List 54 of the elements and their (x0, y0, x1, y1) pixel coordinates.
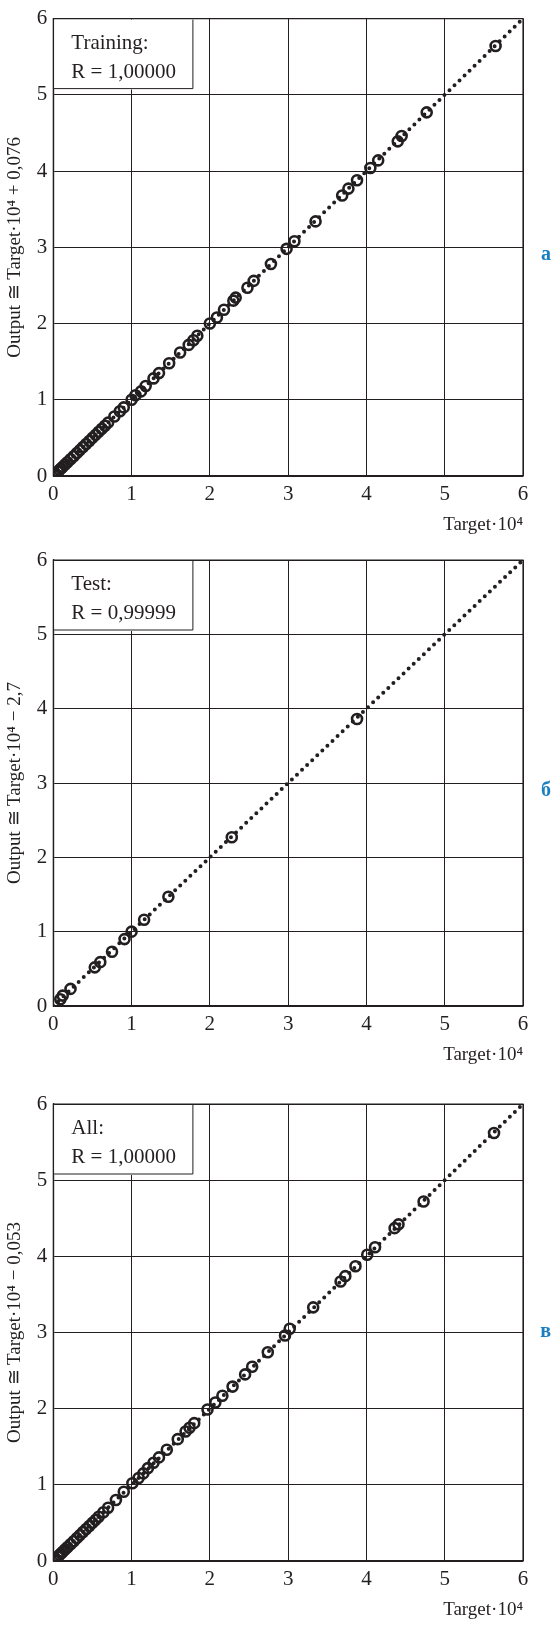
y-tick-label: 2 (36, 310, 48, 335)
y-tick-label: 6 (36, 1090, 48, 1115)
y-tick-label: 2 (36, 1395, 48, 1420)
x-tick-label: 4 (361, 1566, 373, 1591)
x-axis-title: Target·10⁴ (443, 512, 524, 534)
x-tick-label: 6 (517, 1011, 529, 1036)
x-tick-label: 3 (282, 1011, 294, 1036)
annotation: R = 1,00000 (71, 58, 176, 83)
y-tick-label: 5 (36, 620, 48, 645)
annotation: All: (71, 1115, 104, 1139)
y-tick-label: 5 (36, 1166, 48, 1191)
x-tick-label: 3 (282, 1566, 294, 1591)
y-tick-label: 1 (36, 1471, 48, 1496)
annotation: R = 0,99999 (71, 600, 176, 624)
x-tick-label: 4 (361, 1011, 373, 1036)
x-tick-label: 6 (517, 481, 529, 506)
y-tick-label: 0 (36, 462, 48, 487)
x-tick-label: 2 (204, 481, 216, 506)
x-tick-label: 1 (126, 1011, 137, 1036)
y-tick-label: 4 (36, 157, 48, 182)
y-tick-label: 4 (36, 1242, 48, 1267)
x-tick-label: 3 (282, 481, 294, 506)
y-tick-label: 4 (36, 695, 48, 720)
x-tick-label: 1 (126, 1566, 137, 1591)
x-tick-label: 6 (517, 1566, 529, 1591)
annotation: R = 1,00000 (71, 1144, 176, 1168)
y-axis-title: Output ≅ Target·10⁴ + 0,076 (3, 136, 25, 358)
x-axis-title: Target·10⁴ (443, 1042, 524, 1064)
annotation: Test: (71, 571, 112, 595)
x-tick-label: 5 (439, 1011, 450, 1036)
y-axis-title: Output ≅ Target·10⁴ − 0,053 (3, 1222, 25, 1443)
x-tick-label: 2 (204, 1566, 216, 1591)
y-tick-label: 3 (36, 769, 48, 794)
x-tick-label: 2 (204, 1011, 216, 1036)
text: а (541, 242, 551, 264)
x-tick-label: 5 (439, 481, 450, 506)
y-tick-label: 2 (36, 843, 48, 868)
y-tick-label: 0 (36, 1547, 48, 1572)
text: б (541, 778, 551, 800)
y-axis-title: Output ≅ Target·10⁴ − 2,7 (3, 682, 25, 884)
y-tick-label: 3 (36, 1319, 48, 1344)
x-axis-title: Target·10⁴ (443, 1597, 524, 1619)
y-tick-label: 0 (36, 992, 48, 1017)
y-tick-label: 1 (36, 386, 48, 411)
y-tick-label: 6 (36, 5, 48, 30)
annotation: Training: (71, 29, 149, 54)
y-tick-label: 6 (36, 546, 48, 571)
x-tick-label: 1 (126, 481, 137, 506)
y-tick-label: 5 (36, 81, 48, 106)
y-tick-label: 1 (36, 918, 48, 943)
text: в (540, 1319, 551, 1341)
x-tick-label: 5 (439, 1566, 450, 1591)
x-tick-label: 4 (361, 481, 373, 506)
y-tick-label: 3 (36, 233, 48, 258)
